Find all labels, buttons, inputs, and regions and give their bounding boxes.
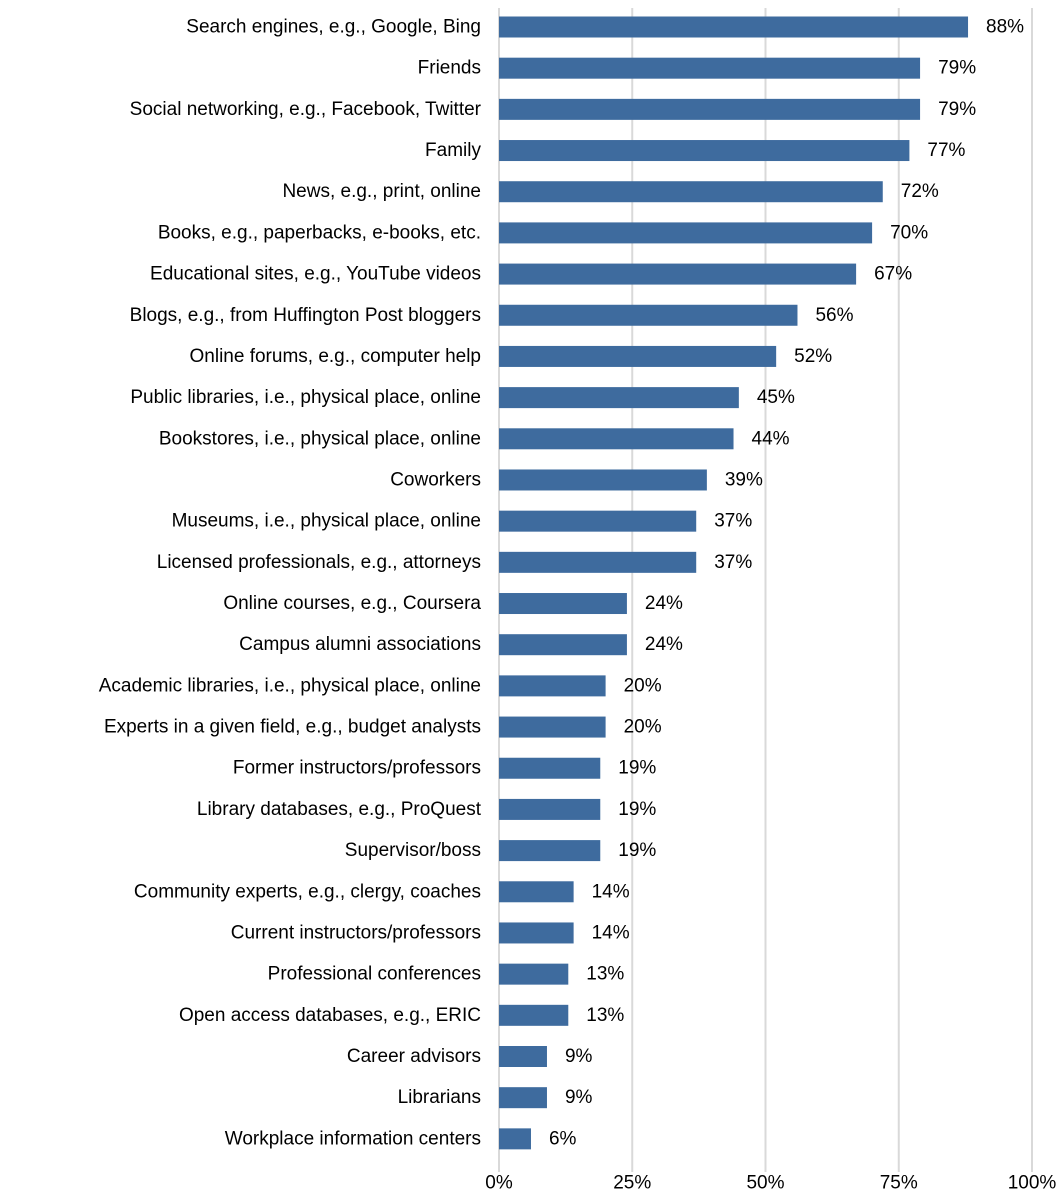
value-label: 19% [618, 799, 656, 820]
value-label: 9% [565, 1046, 593, 1067]
category-label: Books, e.g., paperbacks, e-books, etc. [158, 222, 481, 243]
bar [499, 510, 697, 532]
bar [499, 634, 627, 656]
bar [499, 1046, 547, 1067]
category-label: Librarians [398, 1087, 481, 1108]
bar [499, 840, 601, 862]
bar [499, 57, 921, 79]
value-label: 37% [714, 511, 752, 532]
value-label: 24% [645, 593, 683, 614]
value-label: 39% [725, 469, 763, 490]
bar [499, 881, 574, 903]
value-label: 52% [794, 346, 832, 367]
value-label: 77% [927, 140, 965, 161]
category-label: Workplace information centers [225, 1128, 481, 1149]
category-label: Friends [418, 58, 481, 79]
x-tick-label: 0% [485, 1173, 513, 1194]
value-labels: 88% 79% 79% 77% 72% 70% 67% 56% 52% 45% 44% 39% 37% 3… [549, 17, 1024, 1150]
bar [499, 593, 627, 615]
bar [499, 304, 798, 326]
category-label: Online courses, e.g., Coursera [223, 593, 481, 614]
bar [499, 16, 969, 38]
category-label: Licensed professionals, e.g., attorneys [157, 552, 481, 573]
bar [499, 387, 739, 409]
category-label: Community experts, e.g., clergy, coaches [134, 881, 481, 902]
bar [499, 798, 601, 820]
bar [499, 1004, 569, 1026]
value-label: 56% [815, 305, 853, 326]
bar [499, 716, 606, 738]
category-label: Campus alumni associations [239, 634, 481, 655]
category-label: Coworkers [390, 469, 481, 490]
bar [499, 181, 883, 203]
category-label: Former instructors/professors [233, 758, 481, 779]
x-tick-label: 25% [613, 1173, 651, 1194]
value-label: 70% [890, 222, 928, 243]
value-label: 20% [624, 717, 662, 738]
bar [499, 428, 734, 450]
x-tick-label: 75% [880, 1173, 918, 1194]
x-tick-label: 50% [746, 1173, 784, 1194]
value-label: 72% [901, 181, 939, 202]
category-label: Public libraries, i.e., physical place, … [130, 387, 481, 408]
category-label: Family [425, 140, 481, 161]
bar [499, 98, 921, 120]
value-label: 67% [874, 264, 912, 285]
category-label: Supervisor/boss [345, 840, 481, 861]
category-label: Blogs, e.g., from Huffington Post blogge… [130, 305, 481, 326]
bar [499, 263, 857, 285]
category-label: News, e.g., print, online [282, 181, 481, 202]
bar [499, 1087, 547, 1109]
category-label: Academic libraries, i.e., physical place… [99, 675, 481, 696]
value-label: 44% [752, 428, 790, 449]
value-label: 88% [986, 17, 1024, 38]
category-label: Library databases, e.g., ProQuest [197, 799, 482, 820]
bar [499, 922, 574, 944]
bars [499, 16, 969, 1150]
x-axis-tick-labels: 0% 25% 50% 75% 100% [485, 1173, 1056, 1194]
category-label: Current instructors/professors [231, 922, 481, 943]
bar [499, 140, 910, 162]
category-label: Social networking, e.g., Facebook, Twitt… [130, 99, 482, 120]
value-label: 13% [586, 1005, 624, 1026]
category-label: Museums, i.e., physical place, online [172, 511, 481, 532]
value-label: 14% [592, 922, 630, 943]
value-label: 20% [624, 675, 662, 696]
value-label: 13% [586, 964, 624, 985]
x-tick-label: 100% [1008, 1173, 1057, 1194]
value-label: 37% [714, 552, 752, 573]
value-label: 19% [618, 758, 656, 779]
value-label: 79% [938, 58, 976, 79]
category-label: Professional conferences [268, 964, 481, 985]
value-label: 6% [549, 1128, 577, 1149]
value-label: 24% [645, 634, 683, 655]
value-label: 14% [592, 881, 630, 902]
bar [499, 757, 601, 779]
category-labels: Search engines, e.g., Google, Bing Friend… [99, 17, 482, 1150]
bar [499, 551, 697, 573]
bar [499, 222, 873, 244]
value-label: 45% [757, 387, 795, 408]
category-label: Career advisors [347, 1046, 481, 1067]
bar [499, 345, 777, 367]
category-label: Online forums, e.g., computer help [190, 346, 481, 367]
category-label: Educational sites, e.g., YouTube videos [150, 264, 481, 285]
bar [499, 1128, 531, 1150]
category-label: Experts in a given field, e.g., budget a… [104, 717, 481, 738]
value-label: 79% [938, 99, 976, 120]
bar [499, 963, 569, 985]
bar [499, 675, 606, 697]
bar [499, 469, 707, 491]
category-label: Search engines, e.g., Google, Bing [186, 17, 481, 38]
value-label: 9% [565, 1087, 593, 1108]
value-label: 19% [618, 840, 656, 861]
category-label: Open access databases, e.g., ERIC [179, 1005, 481, 1026]
category-label: Bookstores, i.e., physical place, online [159, 428, 481, 449]
